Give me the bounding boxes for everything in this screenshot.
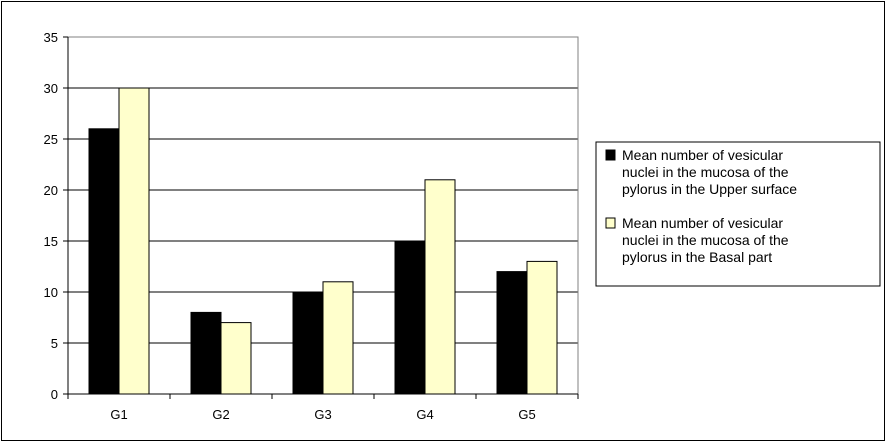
- bar-g3-series-2: [322, 281, 354, 395]
- bar-g4-series-1: [394, 240, 426, 395]
- bar-g2-series-2: [220, 322, 252, 395]
- y-tick-label: 10: [44, 285, 58, 300]
- legend-label-series-1: Mean number of vesicular nuclei in the mu…: [622, 147, 797, 197]
- y-tick-label: 0: [51, 387, 58, 402]
- x-tick-label: G4: [416, 407, 433, 422]
- y-tick-label: 30: [44, 81, 58, 96]
- bar-g3-series-1: [292, 291, 324, 395]
- legend-swatch-series-1: [605, 149, 616, 161]
- legend: Mean number of vesicular nuclei in the mu…: [595, 141, 881, 287]
- x-tick-label: G5: [518, 407, 535, 422]
- x-tick-label: G2: [212, 407, 229, 422]
- y-tick-label: 35: [44, 30, 58, 45]
- bar-g2-series-1: [190, 311, 222, 395]
- bar-g1-series-2: [118, 87, 150, 395]
- legend-label-series-2: Mean number of vesicular nuclei in the mu…: [622, 215, 789, 265]
- bar-g1-series-1: [88, 128, 120, 395]
- legend-box: [595, 141, 881, 287]
- x-tick-label: G1: [110, 407, 127, 422]
- bar-chart: 0 5 10 15 20 25 30 35 G1 G2 G3 G4 G5 Mean number of …: [44, 30, 881, 422]
- y-tick-label: 5: [51, 336, 58, 351]
- legend-swatch-series-2: [605, 217, 616, 229]
- x-tick-label: G3: [314, 407, 331, 422]
- y-tick-label: 20: [44, 183, 58, 198]
- y-tick-label: 15: [44, 234, 58, 249]
- bar-g5-series-2: [526, 260, 558, 395]
- chart-frame: 0 5 10 15 20 25 30 35 G1 G2 G3 G4 G5 Mean number of …: [1, 1, 885, 441]
- y-tick-label: 25: [44, 132, 58, 147]
- bar-g5-series-1: [496, 271, 528, 395]
- bar-g4-series-2: [424, 179, 456, 395]
- axes: 0 5 10 15 20 25 30 35 G1 G2 G3 G4 G5: [44, 30, 579, 422]
